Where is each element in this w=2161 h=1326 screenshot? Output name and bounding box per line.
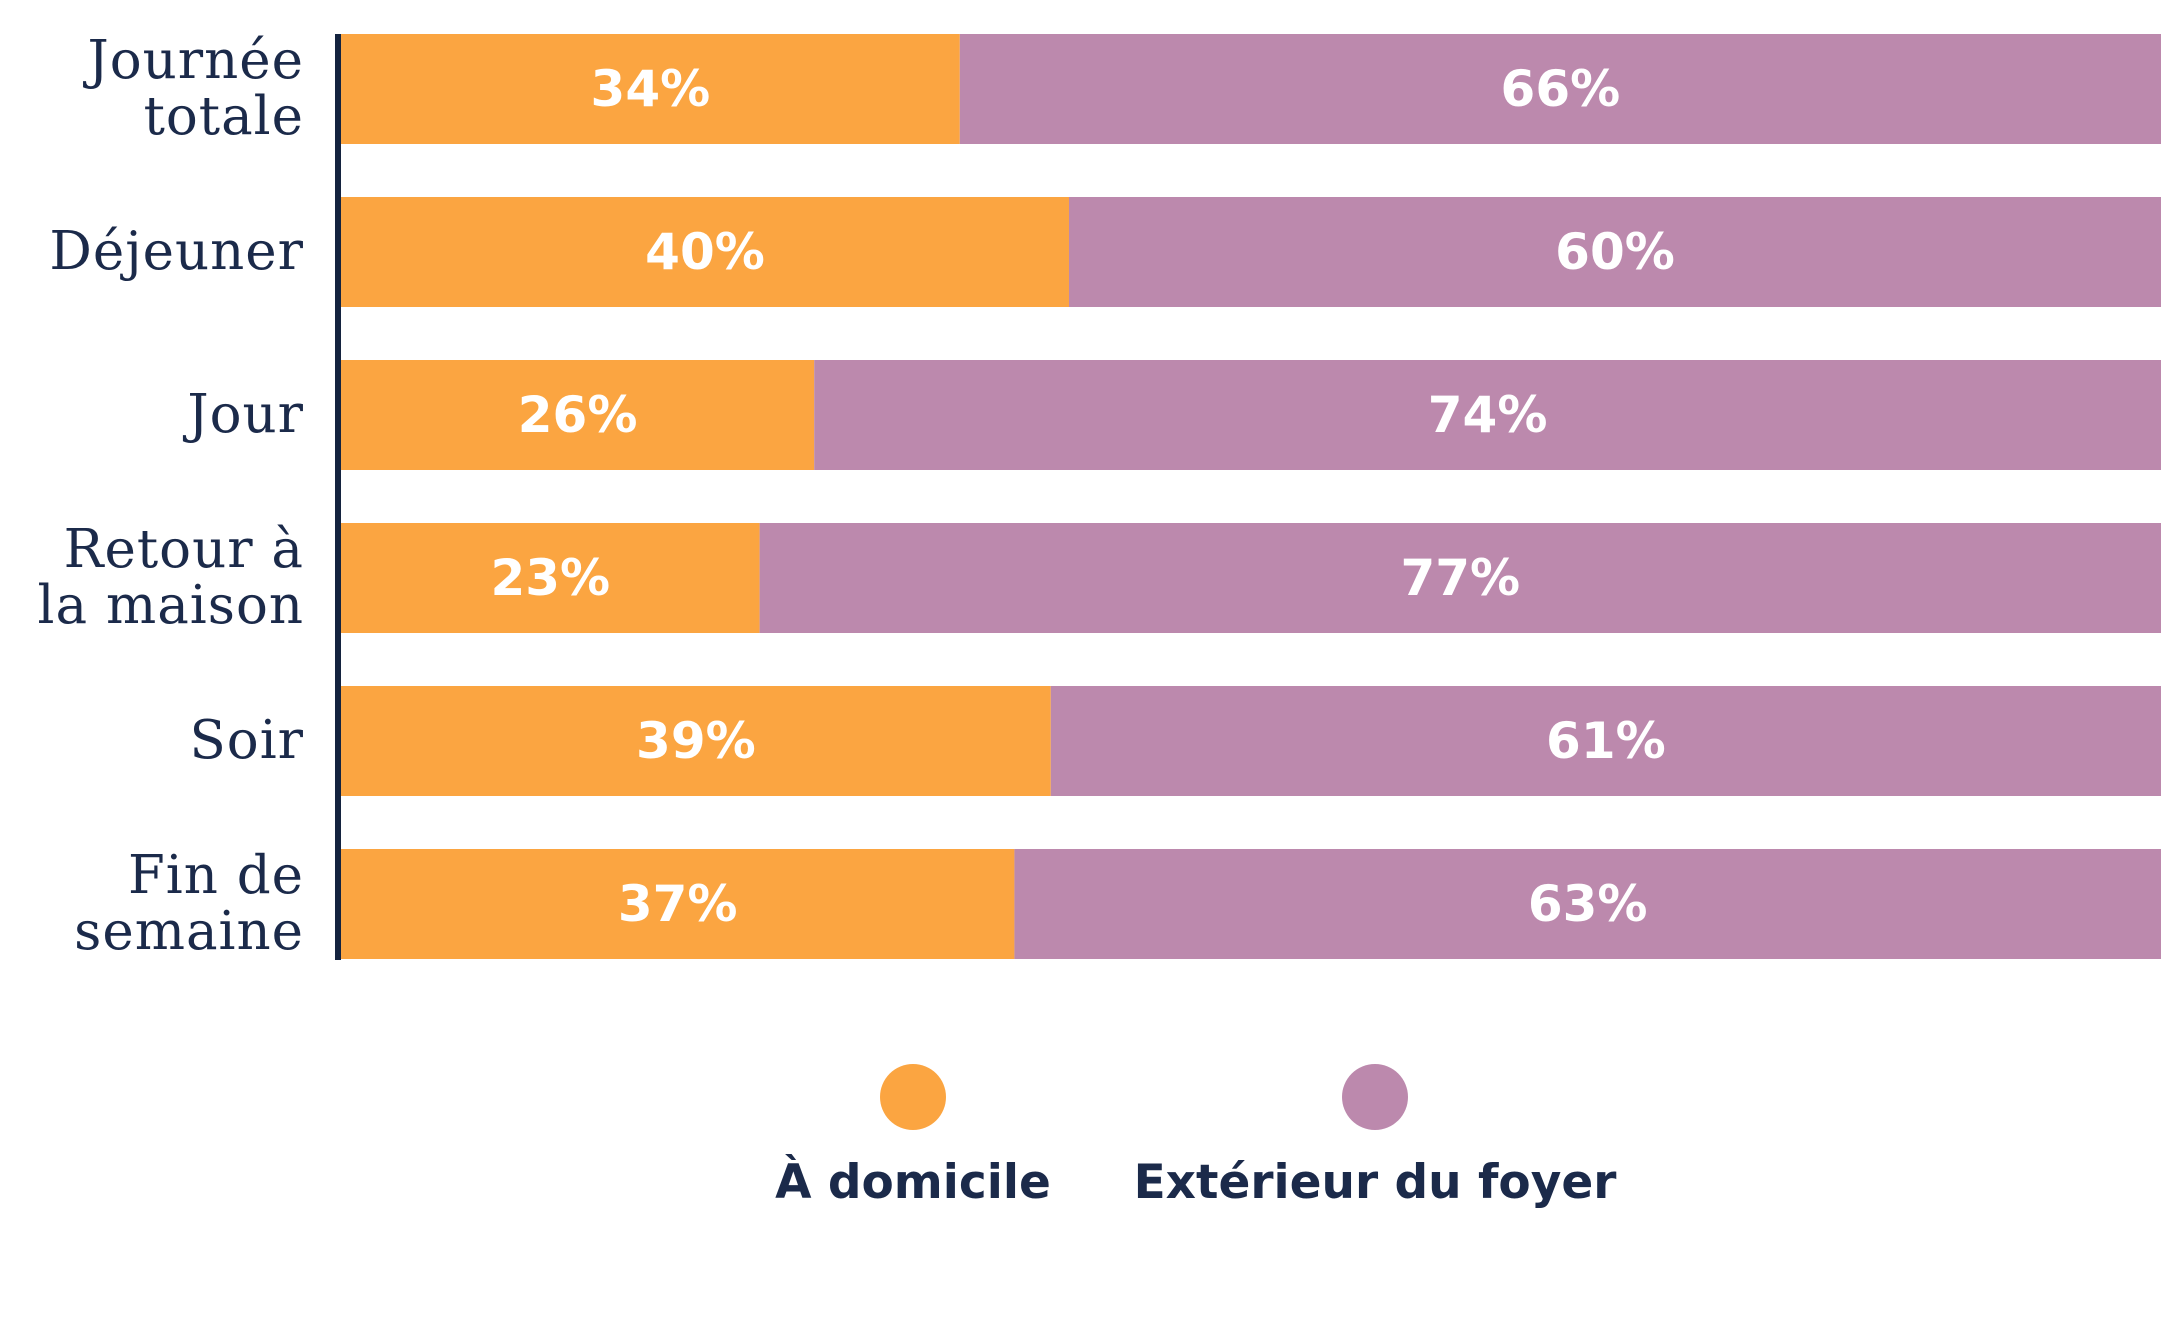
data-label-outside-1: 60% [1555, 223, 1675, 281]
data-label-outside-5: 63% [1528, 875, 1648, 933]
category-label-5-line-1: semaine [74, 901, 304, 962]
data-label-outside-3: 77% [1400, 549, 1520, 607]
bar-segment-home-0 [341, 34, 960, 144]
category-label-4-line-0: Soir [189, 710, 304, 771]
bar-segment-outside-3 [759, 523, 2161, 633]
data-label-home-1: 40% [645, 223, 765, 281]
bar-segment-outside-4 [1050, 686, 2161, 796]
legend-marker-home [880, 1064, 946, 1130]
data-label-home-2: 26% [518, 386, 638, 444]
legend-marker-outside [1342, 1064, 1408, 1130]
category-label-1-line-0: Déjeuner [49, 221, 304, 282]
category-label-3-line-0: Retour à [64, 519, 304, 580]
data-label-home-3: 23% [490, 549, 610, 607]
bar-segment-home-3 [341, 523, 760, 633]
bar-segment-home-2 [341, 360, 815, 470]
data-label-outside-0: 66% [1501, 60, 1621, 118]
category-label-0-line-0: Journée [83, 30, 305, 91]
data-label-home-5: 37% [618, 875, 738, 933]
bar-segment-outside-0 [959, 34, 2161, 144]
bars-group: 34% 66% 40% 60% 26% 74% 23% 77% 39% 61% 37% 63% [341, 34, 2161, 959]
bar-segment-outside-1 [1069, 197, 2161, 307]
category-label-0-line-1: totale [144, 86, 304, 147]
bar-segment-outside-5 [1014, 849, 2161, 959]
legend-label-home: À domicile [775, 1155, 1051, 1210]
data-label-home-0: 34% [591, 60, 711, 118]
bar-segment-outside-2 [814, 360, 2161, 470]
bar-segment-home-4 [341, 686, 1051, 796]
data-label-outside-2: 74% [1428, 386, 1548, 444]
data-label-outside-4: 61% [1546, 712, 1666, 770]
category-label-5-line-0: Fin de [128, 845, 304, 906]
bar-segment-home-1 [341, 197, 1069, 307]
legend: À domicile Extérieur du foyer [775, 1064, 1617, 1210]
category-label-3-line-1: la maison [38, 575, 304, 636]
legend-label-outside: Extérieur du foyer [1134, 1155, 1618, 1210]
data-label-home-4: 39% [636, 712, 756, 770]
category-label-2-line-0: Jour [182, 384, 304, 445]
bar-segment-home-5 [341, 849, 1015, 959]
